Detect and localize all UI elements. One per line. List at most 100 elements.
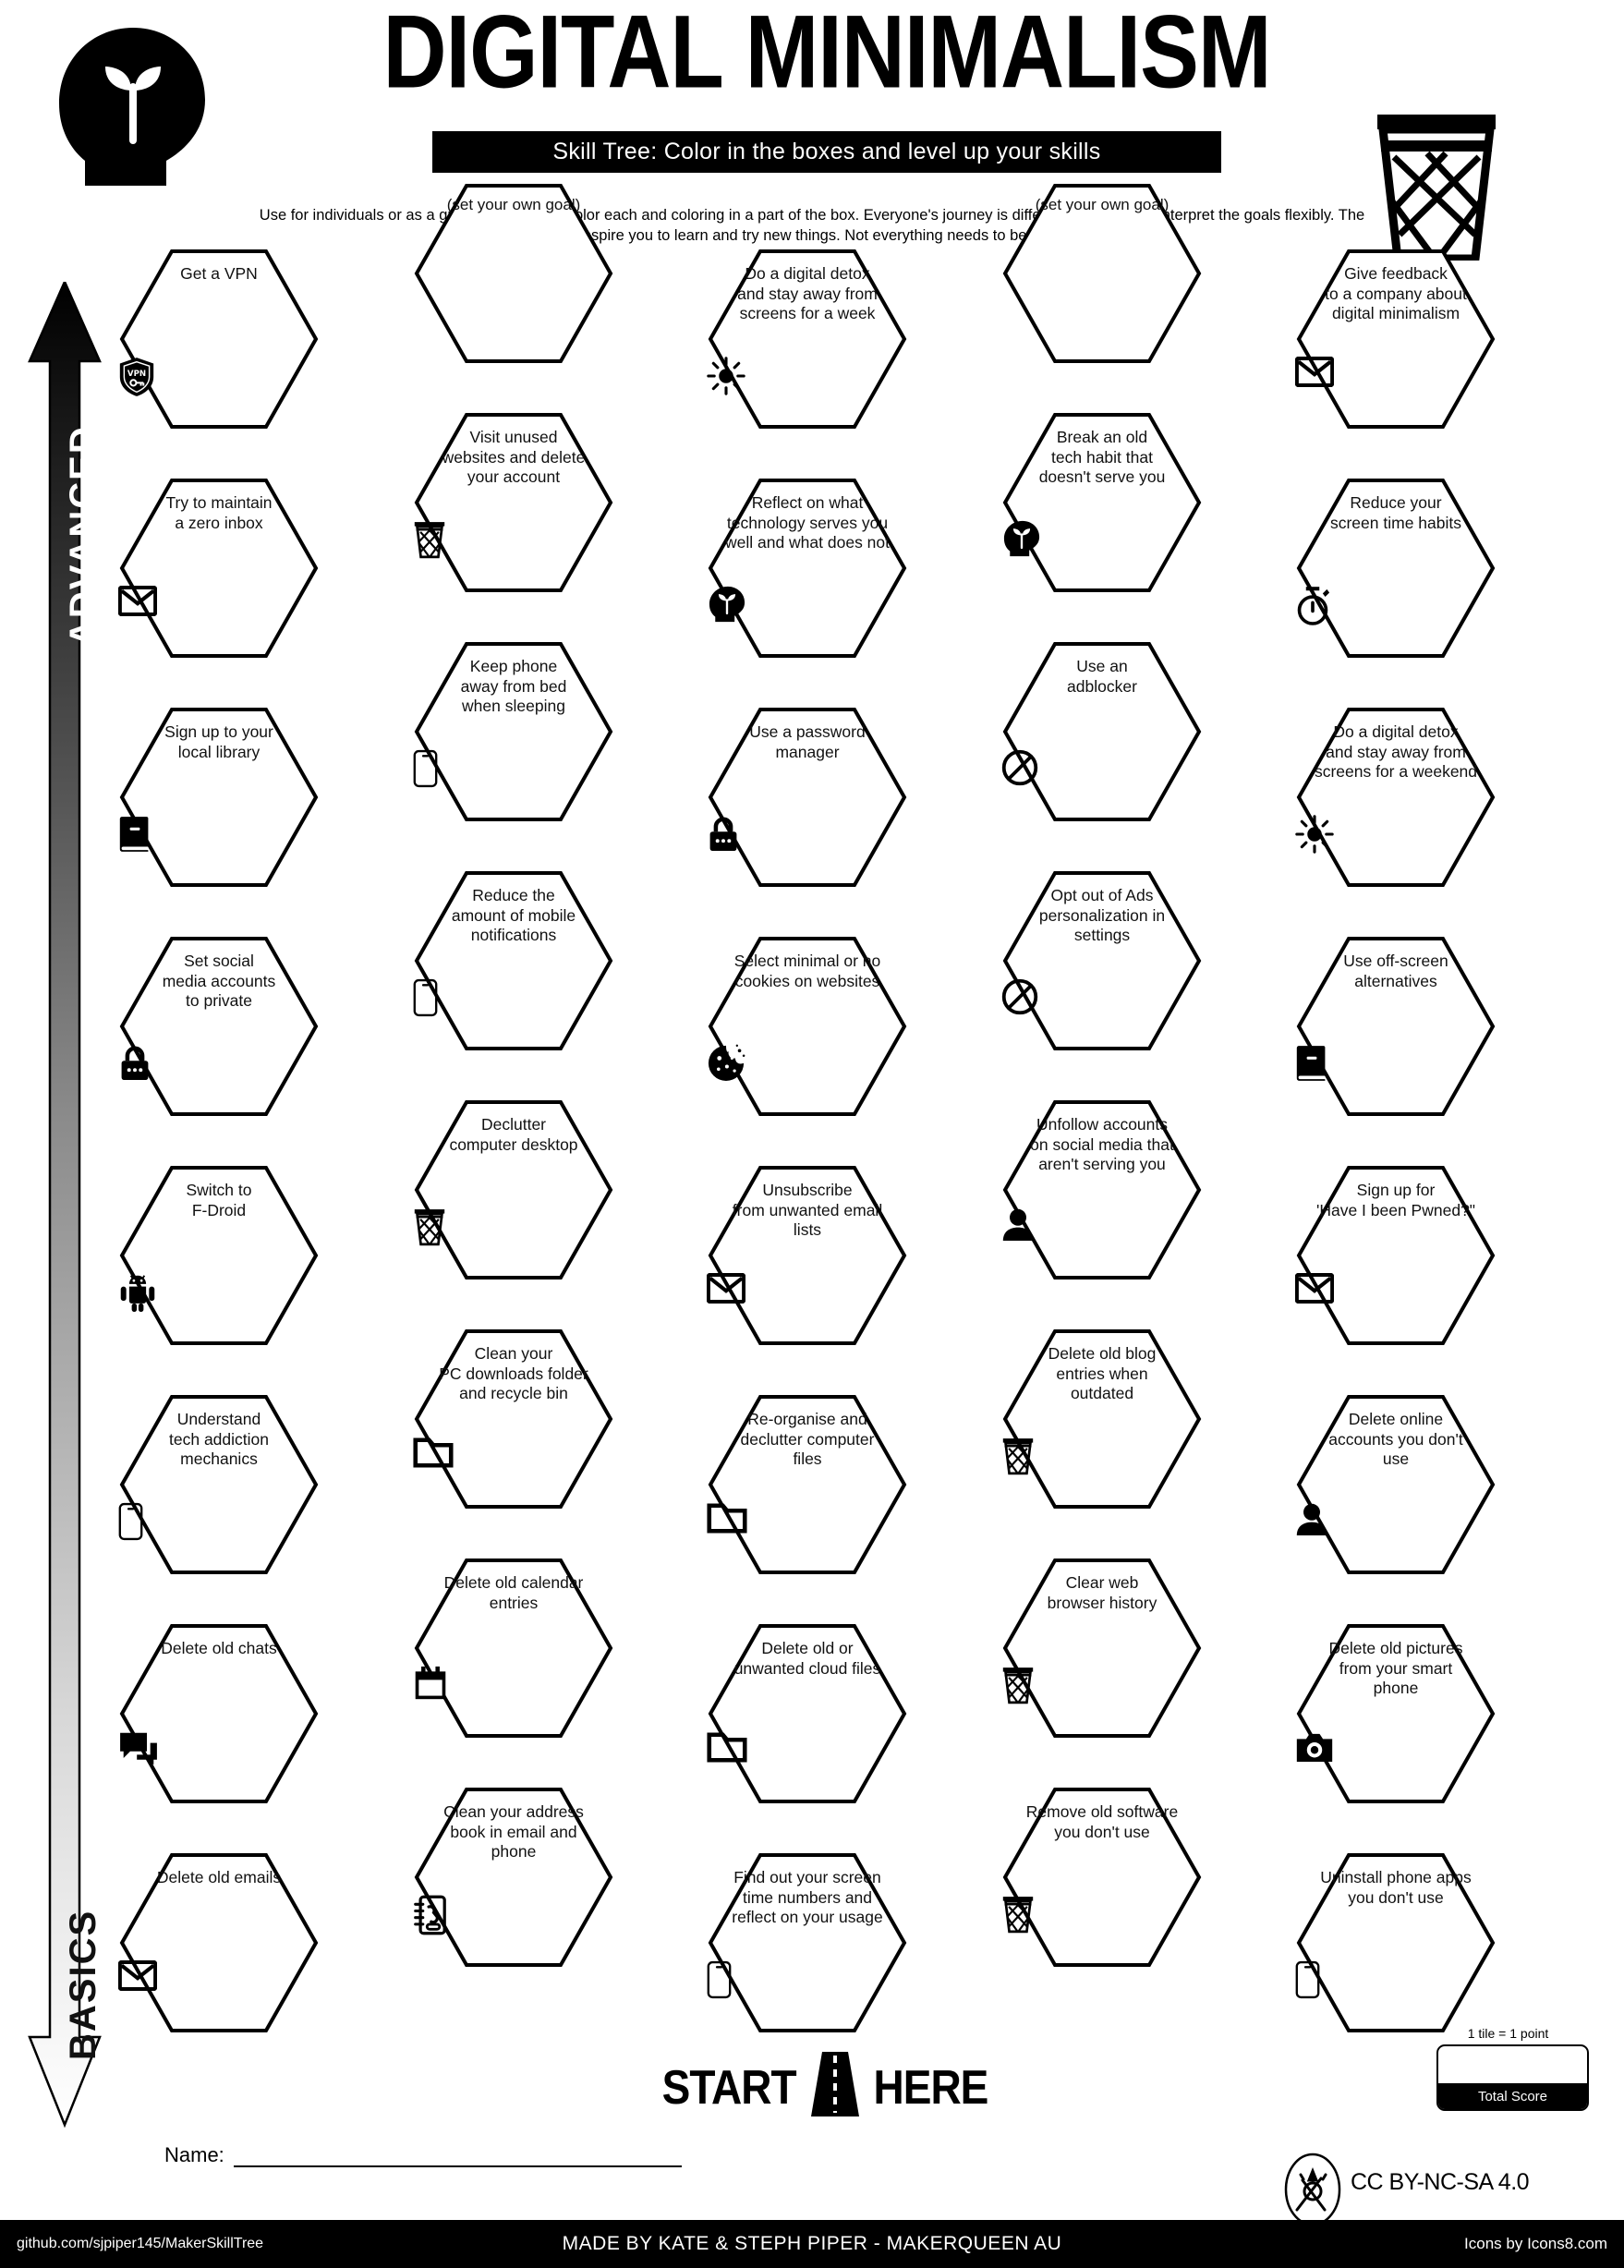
lock-icon [118,1044,320,1086]
skill-tile[interactable]: Delete online accounts you don't use [1295,1393,1497,1576]
skill-tile-label: (set your own goal) [1035,196,1170,213]
skill-tile[interactable]: Keep phone away from bed when sleeping [413,640,614,823]
name-input-line[interactable] [233,2147,682,2167]
footer-icons-credit[interactable]: Icons by Icons8.com [1464,2235,1607,2252]
skill-tile-label: Give feedback to a company about digital m… [1325,264,1467,323]
skill-tile-label: Delete old chats [161,1639,277,1657]
envelope-icon [1295,1273,1497,1316]
skill-tile-label: Use a password manager [749,722,866,761]
skill-tile[interactable]: Select minimal or no cookies on websites [707,935,908,1118]
skill-tile[interactable]: Give feedback to a company about digital m… [1295,248,1497,431]
poster-header: DIGITAL MINIMALISM Skill Tree: Color in … [0,0,1624,277]
skill-tile-label: Remove old software you don't use [1025,1802,1179,1841]
trash-bin-icon [1001,1895,1203,1937]
skill-tile[interactable]: Delete old chats [118,1622,320,1805]
person-icon [1295,1502,1497,1545]
skill-tile[interactable]: Sign up to your local library [118,706,320,889]
skill-tile-label: Use an adblocker [1067,657,1137,696]
footer-credit: MADE BY KATE & STEPH PIPER - MAKERQUEEN … [562,2233,1062,2254]
skill-tile[interactable]: Find out your screen time numbers and refl… [707,1851,908,2034]
skill-tile-label: Delete old calendar entries [443,1573,584,1612]
skill-tile[interactable]: Delete old blog entries when outdated [1001,1328,1203,1510]
skill-tile[interactable]: Declutter computer desktop [413,1098,614,1281]
skill-tile-label: Break an old tech habit that doesn't serve… [1038,428,1166,487]
skill-tile[interactable]: (set your own goal) [1001,182,1203,365]
svg-text:VPN: VPN [127,370,146,379]
skill-tile-label: Unsubscribe from unwanted email lists [732,1181,883,1240]
skill-tile[interactable]: Reduce the amount of mobile notifications [413,869,614,1052]
skill-tile-label: Select minimal or no cookies on websites [733,952,881,990]
skill-tile[interactable]: Reduce your screen time habits [1295,477,1497,660]
skill-tile-label: Uninstall phone apps you don't use [1320,1868,1472,1907]
skill-tile-label: Set social media accounts to private [162,952,276,1011]
skill-tile[interactable]: Opt out of Ads personalization in settings [1001,869,1203,1052]
page-title: DIGITAL MINIMALISM [382,0,1271,110]
skill-tile[interactable]: Use an adblocker [1001,640,1203,823]
total-score-input[interactable]: Total Score [1436,2044,1589,2111]
vpn-shield-icon: VPN [118,357,320,399]
skill-tile[interactable]: Use a password manager [707,706,908,889]
skill-tile[interactable]: Clean your PC downloads folder and recycle… [413,1328,614,1510]
skill-tile-label: Try to maintain a zero inbox [165,493,273,532]
skill-tile[interactable]: Switch to F-Droid [118,1164,320,1347]
skill-tile-label: Clean your PC downloads folder and recycle… [439,1344,588,1403]
skill-tile[interactable]: Get a VPN VPN [118,248,320,431]
skill-tile[interactable]: Unfollow accounts on social media that are… [1001,1098,1203,1281]
sprout-head-icon [707,586,908,628]
skill-tile[interactable]: Use off-screen alternatives [1295,935,1497,1118]
smartphone-icon [707,1960,908,2003]
skill-tile-label: Clear web browser history [1047,1573,1157,1612]
lock-icon [707,815,908,857]
skill-tile[interactable]: Break an old tech habit that doesn't serve… [1001,411,1203,594]
skill-tile-label: Visit unused websites and delete your acco… [442,428,586,487]
cookie-icon [707,1044,908,1086]
skill-tile[interactable]: Delete old emails [118,1851,320,2034]
envelope-icon [707,1273,908,1316]
maker-tools-icon [1284,2153,1341,2226]
skill-tile[interactable]: Visit unused websites and delete your acco… [413,411,614,594]
skill-tile[interactable]: Clear web browser history [1001,1557,1203,1740]
skill-tile-label: Delete old emails [156,1868,282,1886]
address-book-icon [413,1895,614,1937]
trash-bin-icon [413,1207,614,1250]
skill-tile-label: Do a digital detox and stay away from scre… [1314,722,1478,782]
skill-tile-label: Get a VPN [180,264,258,283]
sprout-head-icon [44,26,211,188]
subtitle-banner: Skill Tree: Color in the boxes and level… [432,131,1221,173]
skill-tile[interactable]: Set social media accounts to private [118,935,320,1118]
skill-tile[interactable]: Delete old or unwanted cloud files [707,1622,908,1805]
envelope-icon [118,1960,320,2003]
skill-tile-label: Re-organise and declutter computer files [740,1410,875,1469]
footer-repo-link[interactable]: github.com/sjpiper145/MakerSkillTree [17,2236,264,2251]
level-gradient-arrow [28,278,102,2129]
person-icon [1001,1207,1203,1250]
skill-tile[interactable]: Sign up for 'Have I been Pwned?" [1295,1164,1497,1347]
skill-tile[interactable]: Unsubscribe from unwanted email lists [707,1164,908,1347]
smartphone-icon [413,749,614,792]
score-widget: 1 tile = 1 point Total Score [1427,2026,1589,2111]
tile-point-note: 1 tile = 1 point [1467,2026,1549,2041]
skill-tile[interactable]: Do a digital detox and stay away from scre… [707,248,908,431]
skill-tile-label: Reduce your screen time habits [1329,493,1461,532]
sun-icon [1295,815,1497,857]
folder-icon [413,1437,614,1479]
skill-tile-label: Delete online accounts you don't use [1328,1410,1463,1469]
skill-tile-label: Clean your address book in email and phone [443,1802,584,1862]
sprout-head-icon [1001,520,1203,563]
skill-tile[interactable]: Delete old pictures from your smart phone [1295,1622,1497,1805]
skill-tile[interactable]: Remove old software you don't use [1001,1786,1203,1969]
skill-tile[interactable]: Do a digital detox and stay away from scre… [1295,706,1497,889]
trash-bin-icon [1372,113,1501,263]
skill-tile[interactable]: Re-organise and declutter computer files [707,1393,908,1576]
skill-tile[interactable]: (set your own goal) [413,182,614,365]
smartphone-icon [1295,1960,1497,2003]
skill-tile[interactable]: Reflect on what technology serves you well… [707,477,908,660]
smartphone-icon [413,978,614,1021]
skill-tile[interactable]: Try to maintain a zero inbox [118,477,320,660]
skill-tile[interactable]: Uninstall phone apps you don't use [1295,1851,1497,2034]
skill-tile[interactable]: Clean your address book in email and phone [413,1786,614,1969]
smartphone-icon [118,1502,320,1545]
no-entry-icon [1001,978,1203,1021]
skill-tile[interactable]: Delete old calendar entries [413,1557,614,1740]
skill-tile[interactable]: Understand tech addiction mechanics [118,1393,320,1576]
